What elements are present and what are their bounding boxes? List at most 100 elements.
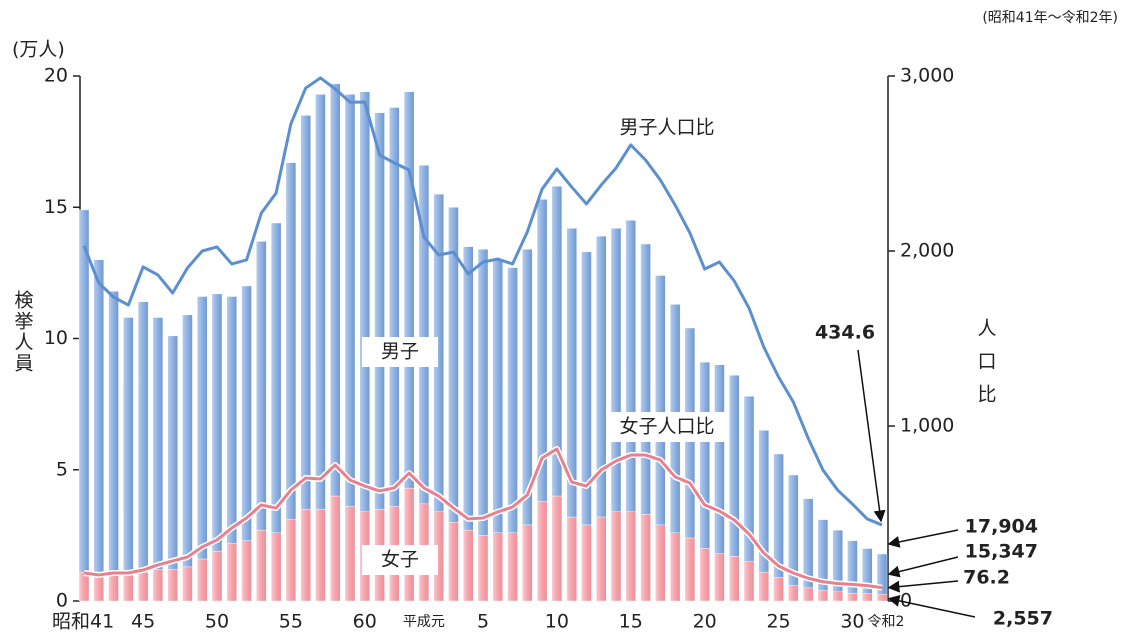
bar (403, 487, 415, 602)
bar (522, 524, 533, 602)
bar (507, 267, 518, 533)
y-tick-label: 10 (44, 327, 68, 349)
series-label: 女子人口比 (619, 416, 714, 438)
bar (876, 553, 888, 595)
bar (211, 293, 223, 552)
series-label: 女子 (381, 549, 419, 571)
bar (285, 519, 297, 602)
bar (522, 249, 533, 526)
x-tick-label: 45 (131, 611, 155, 633)
bar (862, 548, 873, 594)
bar (182, 314, 193, 568)
series-label: 男子 (381, 341, 419, 363)
bar (137, 571, 149, 602)
bar (492, 532, 503, 602)
bar (108, 291, 119, 573)
y-tick-label: 5 (56, 458, 68, 480)
bar (788, 474, 799, 586)
bar (536, 501, 548, 602)
x-tick-label: 55 (279, 611, 303, 633)
bar (285, 162, 297, 520)
bar (743, 561, 755, 602)
bar (463, 529, 474, 602)
bar (315, 94, 326, 510)
bar (270, 532, 282, 602)
bar (758, 571, 769, 602)
bar (137, 301, 149, 573)
bar (876, 594, 888, 602)
x-tick-label: 60 (353, 611, 377, 633)
bar (714, 364, 725, 554)
bar (211, 550, 223, 602)
arrow (887, 529, 959, 548)
bar (773, 577, 784, 602)
bar (226, 543, 237, 602)
bar (788, 585, 799, 602)
bar (93, 574, 104, 602)
bar (241, 540, 252, 602)
bar (551, 186, 563, 497)
x-tick-label: 令和2 (868, 614, 905, 630)
bar (640, 243, 651, 515)
bar (448, 207, 459, 523)
bar (389, 107, 400, 507)
bar (448, 522, 459, 602)
bar (729, 375, 740, 557)
bar (862, 593, 873, 602)
bar (699, 548, 710, 602)
bar (758, 430, 769, 573)
bar (832, 591, 843, 602)
series-label: 男子人口比 (619, 117, 714, 139)
arrow (887, 594, 976, 618)
bar (403, 91, 415, 489)
bar (344, 506, 356, 602)
bar (699, 361, 710, 549)
bar (330, 83, 341, 497)
bar (802, 498, 814, 589)
bar (300, 508, 311, 602)
bar (477, 535, 489, 602)
bar (374, 112, 385, 510)
bar (270, 222, 282, 533)
y-axis-label: 検挙人員 (12, 290, 34, 374)
x-tick-label: 昭和41 (52, 611, 114, 633)
arrow (857, 349, 886, 523)
y2-tick-label: 3,000 (900, 65, 954, 87)
arrow (887, 556, 959, 578)
x-tick-label: 50 (205, 611, 229, 633)
bar (581, 251, 592, 526)
bar (197, 296, 208, 560)
bar (300, 115, 311, 510)
bar (566, 228, 577, 518)
bar (610, 228, 622, 512)
bar (418, 165, 430, 505)
bar (847, 540, 858, 594)
y2-axis-label: 人口比 (975, 318, 997, 417)
bar (344, 94, 356, 507)
x-tick-label: 15 (619, 611, 643, 633)
bar (773, 453, 784, 578)
bar (684, 537, 696, 602)
bar (655, 275, 666, 526)
bar (241, 285, 252, 541)
label-box (362, 545, 438, 575)
bar (152, 569, 164, 602)
value-label: 434.6 (815, 322, 875, 344)
bar (817, 590, 829, 602)
bar (123, 574, 134, 602)
bar (477, 249, 489, 536)
bar (802, 587, 814, 602)
line (82, 76, 883, 527)
label-box (362, 337, 438, 367)
y-unit: (万人) (12, 39, 65, 61)
bar (610, 511, 622, 602)
bar (729, 556, 740, 602)
bar (625, 220, 636, 512)
x-tick-label: 20 (693, 611, 717, 633)
y-tick-label: 15 (44, 196, 68, 218)
bar (817, 519, 829, 591)
label-box (607, 412, 729, 442)
value-label: 2,557 (993, 608, 1053, 630)
bar (581, 524, 592, 602)
